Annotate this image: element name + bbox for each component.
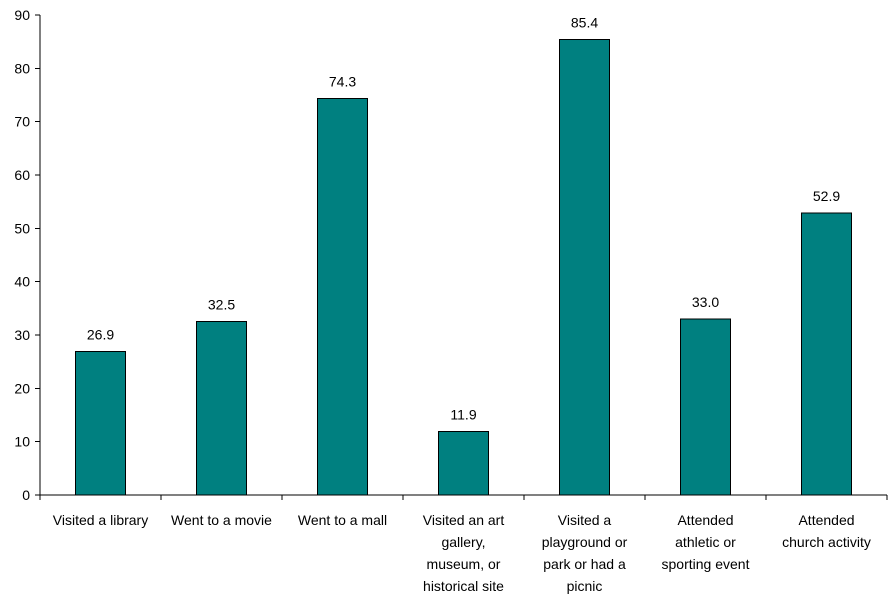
y-tick-label: 90 <box>14 7 30 23</box>
y-tick-label: 50 <box>14 220 30 236</box>
x-category-label: Attended athletic or sporting event <box>662 512 750 572</box>
x-category-label: Went to a movie <box>171 512 272 528</box>
x-category-label-line: Visited a library <box>53 512 148 528</box>
y-tick-label: 10 <box>14 434 30 450</box>
bar-value-label: 32.5 <box>208 297 235 313</box>
x-category-label-line: picnic <box>567 578 603 594</box>
x-category-label-line: athletic or <box>675 534 736 550</box>
bar <box>317 98 368 496</box>
bar <box>559 39 610 496</box>
x-category-label-line: sporting event <box>662 556 750 572</box>
x-category-label-line: museum, or <box>427 556 501 572</box>
x-category-label-line: Visited a <box>558 512 612 528</box>
bars <box>75 39 852 496</box>
bar-value-label: 26.9 <box>87 327 114 343</box>
bar <box>196 321 247 496</box>
bar <box>75 351 126 496</box>
x-category-label-line: park or had a <box>543 556 626 572</box>
labels: 26.9 Visited a library 32.5 Went to a movie… <box>53 15 871 594</box>
y-tick-label: 70 <box>14 114 30 130</box>
x-category-label-line: gallery, <box>441 534 485 550</box>
x-category-label-line: playground or <box>542 534 628 550</box>
bar-value-label: 85.4 <box>571 15 598 31</box>
y-tick-label: 40 <box>14 274 30 290</box>
x-category-label-line: church activity <box>782 534 871 550</box>
x-category-label-line: Went to a mall <box>298 512 387 528</box>
y-tick-label: 60 <box>14 167 30 183</box>
x-category-label-line: Went to a movie <box>171 512 272 528</box>
y-tick-label: 0 <box>22 487 30 503</box>
y-tick-label: 30 <box>14 327 30 343</box>
x-category-label-line: historical site <box>423 578 504 594</box>
y-tick-label: 80 <box>14 60 30 76</box>
y-tick-label: 20 <box>14 380 30 396</box>
bar <box>438 431 489 496</box>
bar-value-label: 33.0 <box>692 294 719 310</box>
bar-value-label: 52.9 <box>813 188 840 204</box>
bar-value-label: 11.9 <box>450 407 476 423</box>
bar <box>680 318 731 496</box>
x-category-label: Visited a playground or park or had a picni… <box>542 512 628 594</box>
x-category-label: Visited a library <box>53 512 148 528</box>
bar <box>801 212 852 496</box>
x-category-label-line: Attended <box>798 512 854 528</box>
x-category-label: Visited an art gallery, museum, or historic… <box>423 512 505 594</box>
bar-value-label: 74.3 <box>329 74 356 90</box>
x-category-label-line: Visited an art <box>423 512 505 528</box>
x-category-label-line: Attended <box>677 512 733 528</box>
axes: 0 10 20 30 40 50 60 70 80 90 <box>14 7 888 503</box>
x-category-label: Went to a mall <box>298 512 387 528</box>
x-category-label: Attended church activity <box>782 512 871 550</box>
